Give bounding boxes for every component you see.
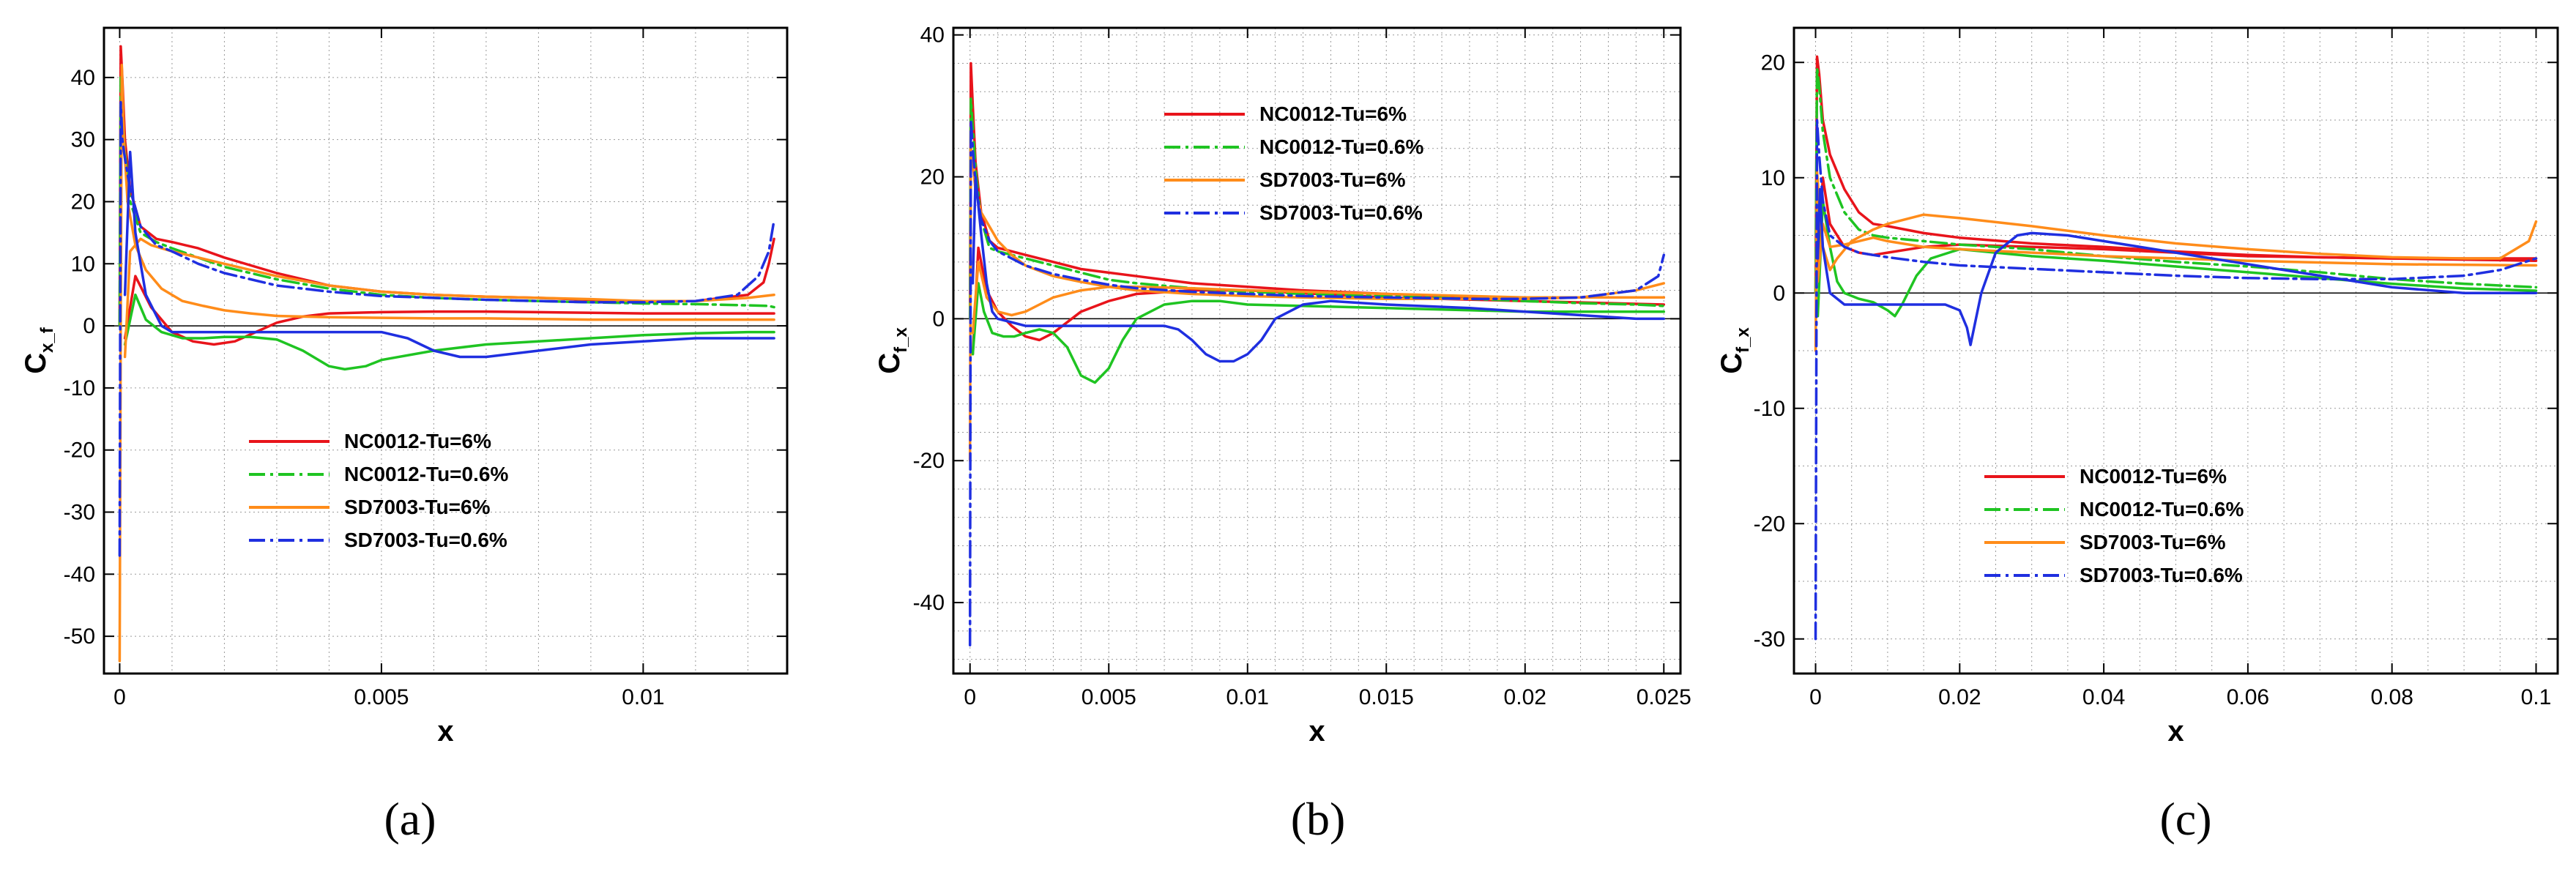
legend-label-2: NC0012-Tu=0.6% [2080, 498, 2244, 521]
plot-frame [103, 26, 789, 675]
x-tick-label: 0.005 [1082, 685, 1136, 709]
y-tick-label: -20 [913, 449, 945, 473]
panel-caption: (c) [2159, 793, 2211, 845]
y-tick-label: -30 [64, 501, 95, 525]
y-axis-label-main: C [874, 353, 906, 374]
y-tick-label: 0 [1773, 281, 1785, 305]
series-line-5 [968, 147, 1666, 462]
x-tick-label: 0.01 [622, 685, 664, 709]
x-tick-label: 0 [964, 685, 976, 709]
x-tick-label: 0.1 [2521, 685, 2552, 709]
legend: NC0012-Tu=6% NC0012-Tu=0.6% SD7003-Tu=6% SD… [1984, 465, 2244, 586]
series-line-3 [1814, 67, 2538, 295]
y-tick-label: 10 [71, 252, 95, 276]
legend-label-2: NC0012-Tu=0.6% [344, 463, 508, 485]
series-line-7 [118, 101, 775, 557]
y-axis-label-sub: f_x [1733, 327, 1753, 353]
series-line-8 [1816, 187, 2538, 346]
series-line-2 [123, 275, 775, 346]
series-line-4 [123, 293, 775, 371]
legend-label-4: SD7003-Tu=0.6% [1259, 201, 1423, 224]
y-axis-label-sub: f_x [891, 327, 911, 353]
legend-label-2: NC0012-Tu=0.6% [1259, 135, 1423, 158]
legend: NC0012-Tu=6% NC0012-Tu=0.6% SD7003-Tu=6% SD… [249, 430, 508, 551]
series-line-5 [118, 64, 775, 663]
legend-label-3: SD7003-Tu=6% [2080, 531, 2226, 553]
x-tick-label: 0.015 [1359, 685, 1414, 709]
y-tick-label: -10 [64, 376, 95, 400]
series-line-4 [971, 282, 1666, 384]
y-tick-label: 10 [1761, 166, 1785, 190]
series-line-2 [971, 246, 1666, 356]
y-tick-label: -50 [64, 624, 95, 649]
plot-frame [1793, 26, 2559, 675]
y-axis-label-main: C [20, 353, 52, 374]
series-line-7 [968, 119, 1666, 646]
x-tick-label: 0.01 [1226, 685, 1269, 709]
chart-panel-1: 0 0.005 0.01 -50 -40 -30 -20 -10 0 10 20 30 40 x Cx_f N… [20, 26, 789, 845]
y-tick-label: 0 [83, 314, 95, 338]
legend-label-4: SD7003-Tu=0.6% [2080, 564, 2243, 586]
y-tick-label: -10 [1754, 397, 1785, 421]
x-axis-label: x [1309, 715, 1325, 747]
x-tick-label: 0.04 [2082, 685, 2125, 709]
legend-label-1: NC0012-Tu=6% [1259, 102, 1407, 125]
x-tick-label: 0.06 [2227, 685, 2269, 709]
x-tick-label: 0 [1809, 685, 1822, 709]
series-line-1 [118, 45, 775, 327]
x-tick-label: 0.005 [354, 685, 409, 709]
y-axis-label-main: C [1716, 353, 1748, 374]
y-tick-label: 0 [932, 307, 945, 331]
legend: NC0012-Tu=6% NC0012-Tu=0.6% SD7003-Tu=6% SD… [1164, 102, 1423, 224]
x-tick-label: 0.02 [1504, 685, 1546, 709]
panel-caption: (a) [384, 793, 436, 845]
y-axis-label: Cf_x [874, 327, 911, 374]
y-axis-label: Cx_f [20, 327, 57, 374]
legend-label-3: SD7003-Tu=6% [344, 496, 491, 518]
series-group [1814, 55, 2538, 641]
chart-panel-2: 0 0.005 0.01 0.015 0.02 0.025 -40 -20 0 20 40 x Cf_x… [874, 23, 1691, 845]
chart-panel-3: 0 0.02 0.04 0.06 0.08 0.1 -30 -20 -10 0 10 20 x Cf_x N… [1716, 26, 2559, 845]
series-group [968, 61, 1666, 646]
y-tick-label: 20 [1761, 51, 1785, 75]
y-tick-label: -30 [1754, 627, 1785, 652]
series-line-7 [1814, 119, 2538, 641]
x-axis-label: x [2167, 715, 2184, 747]
legend-label-3: SD7003-Tu=6% [1259, 168, 1406, 191]
x-tick-label: 0.02 [1938, 685, 1981, 709]
legend-label-1: NC0012-Tu=6% [2080, 465, 2227, 488]
y-tick-label: -40 [913, 591, 945, 615]
y-tick-label: 40 [920, 23, 945, 48]
y-tick-label: 20 [920, 165, 945, 190]
plot-frame [952, 26, 1682, 675]
y-tick-label: -40 [64, 562, 95, 586]
y-tick-label: 20 [71, 190, 95, 214]
x-tick-label: 0 [113, 685, 126, 709]
series-line-4 [1816, 199, 2538, 318]
y-tick-label: 30 [71, 128, 95, 152]
legend-label-1: NC0012-Tu=6% [344, 430, 491, 452]
x-tick-label: 0.025 [1637, 685, 1691, 709]
y-axis-label-sub: x_f [37, 327, 57, 353]
x-axis-label: x [437, 715, 453, 747]
x-tick-label: 0.08 [2370, 685, 2413, 709]
legend-label-4: SD7003-Tu=0.6% [344, 529, 507, 551]
y-tick-label: -20 [64, 439, 95, 463]
y-tick-label: -20 [1754, 512, 1785, 536]
y-tick-label: 40 [71, 66, 95, 90]
series-group [118, 45, 775, 663]
series-line-6 [971, 261, 1666, 335]
series-line-8 [971, 175, 1666, 363]
series-line-8 [123, 150, 775, 359]
y-axis-label: Cf_x [1716, 327, 1753, 374]
panel-caption: (b) [1291, 793, 1346, 845]
series-line-3 [118, 76, 775, 327]
